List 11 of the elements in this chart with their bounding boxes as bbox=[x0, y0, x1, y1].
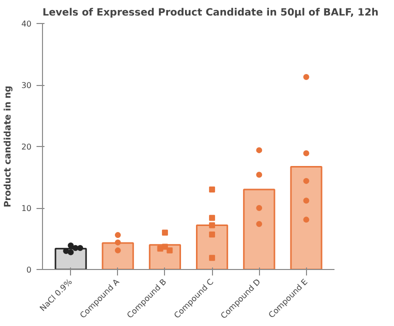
y-tick-label: 0 bbox=[26, 266, 32, 274]
bar bbox=[243, 188, 276, 270]
y-tick-label: 40 bbox=[21, 20, 32, 28]
y-tick-label: 20 bbox=[21, 142, 32, 152]
bar bbox=[102, 242, 134, 270]
y-tick-label: 10 bbox=[21, 204, 32, 213]
bar bbox=[196, 224, 228, 270]
y-axis-title: Product candidate in ng bbox=[3, 86, 14, 208]
chart-title: Levels of Expressed Product Candidate in 50µl of BALF, 12h bbox=[42, 8, 379, 18]
bar bbox=[290, 166, 322, 270]
y-tick-label: 30 bbox=[21, 81, 32, 90]
